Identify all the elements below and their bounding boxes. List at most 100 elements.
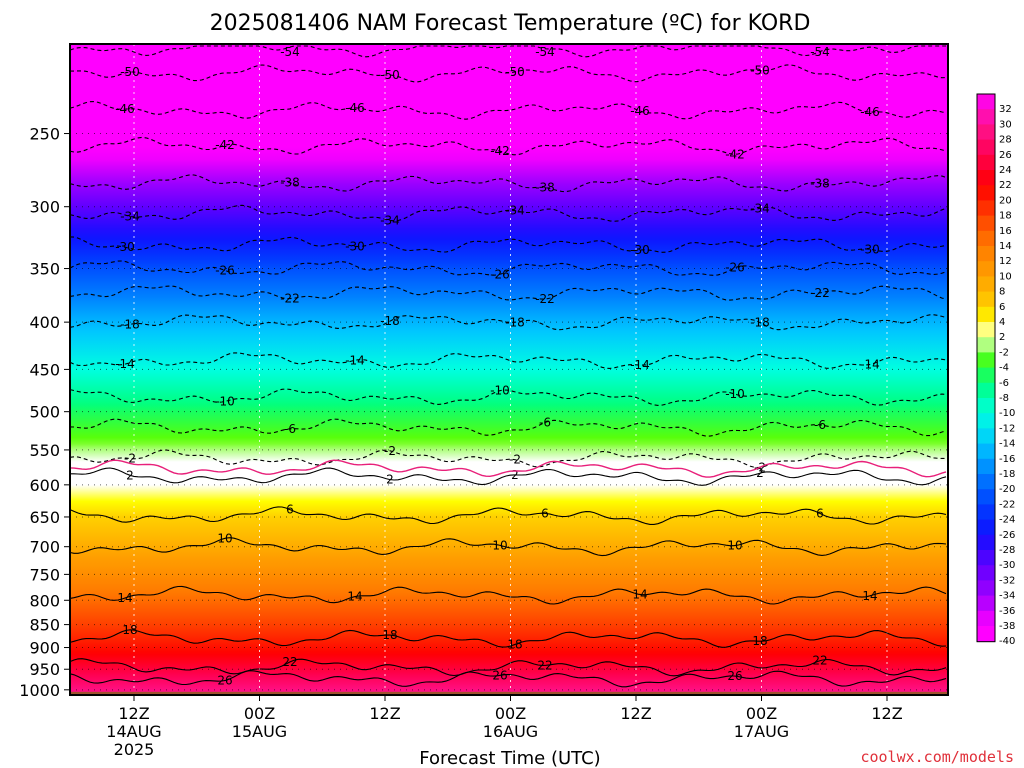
colorbar-swatch — [977, 94, 995, 110]
contour-label: -42 — [725, 147, 745, 161]
contour-line — [69, 658, 947, 677]
colorbar-label: -32 — [999, 575, 1015, 586]
y-tick-label: 750 — [29, 565, 60, 584]
x-tick-time-label: 00Z — [495, 704, 526, 723]
contour-label: -50 — [750, 64, 770, 78]
colorbar-label: -14 — [999, 439, 1015, 450]
y-tick-label: 400 — [29, 313, 60, 332]
colorbar-label: 28 — [999, 135, 1012, 146]
colorbar-swatch — [977, 626, 995, 642]
contour-line — [69, 388, 947, 406]
contour-label: 2 — [386, 473, 394, 487]
contour-label: 2 — [126, 468, 134, 482]
colorbar-swatch — [977, 413, 995, 429]
x-tick-date-label: 15AUG — [232, 722, 287, 741]
colorbar-label: 30 — [999, 119, 1012, 130]
x-axis-label: Forecast Time (UTC) — [419, 748, 600, 768]
colorbar-swatch — [977, 534, 995, 551]
contour-line — [69, 260, 947, 276]
contour-label: -46 — [630, 104, 650, 118]
contour-label: -14 — [115, 357, 135, 371]
contour-label: -34 — [380, 213, 400, 227]
colorbar-swatch — [977, 519, 995, 536]
colorbar-swatch — [977, 550, 995, 566]
colorbar-swatch — [977, 109, 995, 125]
contour-label: -42 — [490, 144, 510, 158]
contour-line — [69, 136, 947, 156]
y-tick-label: 900 — [29, 639, 60, 658]
colorbar-swatch — [977, 367, 995, 384]
y-tick-label: 500 — [29, 403, 60, 422]
y-tick-label: 850 — [29, 616, 60, 635]
colorbar-swatch — [977, 276, 995, 293]
contour-label: -34 — [750, 201, 770, 215]
colorbar-label: 6 — [999, 302, 1005, 313]
contour-label: -30 — [860, 242, 880, 256]
contour-label: -2 — [509, 453, 521, 467]
contour-label: 2 — [511, 468, 519, 482]
contour-label: 26 — [217, 674, 232, 688]
colorbar-swatch — [977, 398, 995, 414]
colorbar-swatch — [977, 124, 995, 141]
contour-label: -10 — [215, 394, 235, 408]
colorbar-label: -16 — [999, 454, 1015, 465]
colorbar-swatch — [977, 215, 995, 232]
credit-text: coolwx.com/models — [860, 748, 1014, 766]
x-tick-time-label: 00Z — [244, 704, 275, 723]
x-tick-time-label: 12Z — [118, 704, 149, 723]
colorbar-swatch — [977, 170, 995, 186]
contour-label: -10 — [725, 387, 745, 401]
contour-label: 6 — [286, 503, 294, 517]
colorbar-label: 14 — [999, 241, 1012, 252]
colorbar-swatch — [977, 185, 995, 201]
y-tick-label: 700 — [29, 538, 60, 557]
contour-line — [69, 236, 947, 253]
colorbar-swatch — [977, 337, 995, 353]
contour-label: -46 — [860, 105, 880, 119]
colorbar-swatch — [977, 565, 995, 581]
contour-label: -6 — [539, 415, 551, 429]
contour-label: 14 — [632, 588, 647, 602]
contour-label: -50 — [380, 68, 400, 82]
chart-title: 2025081406 NAM Forecast Temperature (ºC)… — [210, 11, 811, 36]
contour-label: 22 — [812, 654, 827, 668]
contour-label: -14 — [860, 357, 880, 371]
contour-label: -38 — [280, 176, 300, 190]
contour-label: -46 — [345, 101, 365, 115]
plot-area: -2-2-2-2-6 -6 -6-10-10 -10-14 -14 -14 -14-18 -1… — [69, 43, 949, 696]
colorbar-label: -40 — [999, 636, 1015, 647]
contour-label: 6 — [541, 506, 549, 520]
colorbar-label: 10 — [999, 271, 1012, 282]
contour-label: 10 — [217, 531, 232, 545]
colorbar-swatch — [977, 261, 995, 277]
colorbar-label: -8 — [999, 393, 1009, 404]
colorbar-label: 8 — [999, 287, 1005, 298]
contour-label: -30 — [115, 240, 135, 254]
contour-label: -26 — [725, 261, 745, 275]
colorbar: 32 30 28 26 24 22 20 18 16 14 12 10 8 6 4 2 -2 -4 -6 -8 -10 -… — [976, 93, 1015, 647]
colorbar-frame — [976, 93, 996, 643]
contour-label: -22 — [535, 292, 555, 306]
contour-label: 10 — [727, 539, 742, 553]
colorbar-label: -12 — [999, 423, 1015, 434]
colorbar-swatch — [977, 458, 995, 475]
contour-label: 26 — [727, 669, 742, 683]
contour-label: -22 — [810, 286, 830, 300]
y-tick-label: 800 — [29, 591, 60, 610]
colorbar-swatch — [977, 322, 995, 338]
contour-label: -50 — [120, 65, 140, 79]
contour-label: -34 — [505, 204, 525, 218]
x-tick-time-label: 12Z — [871, 704, 902, 723]
contour-label: 18 — [752, 634, 767, 648]
y-tick-label: 650 — [29, 508, 60, 527]
x-tick-time-label: 12Z — [369, 704, 400, 723]
contour-line — [69, 204, 947, 222]
contour-line — [69, 352, 947, 369]
x-tick-date-label: 14AUG — [106, 722, 161, 741]
contour-label: -2 — [124, 451, 136, 465]
contour-label: 10 — [492, 538, 507, 552]
contour-label: 22 — [537, 658, 552, 672]
y-tick-label: 450 — [29, 360, 60, 379]
contour-label: -42 — [215, 138, 235, 152]
